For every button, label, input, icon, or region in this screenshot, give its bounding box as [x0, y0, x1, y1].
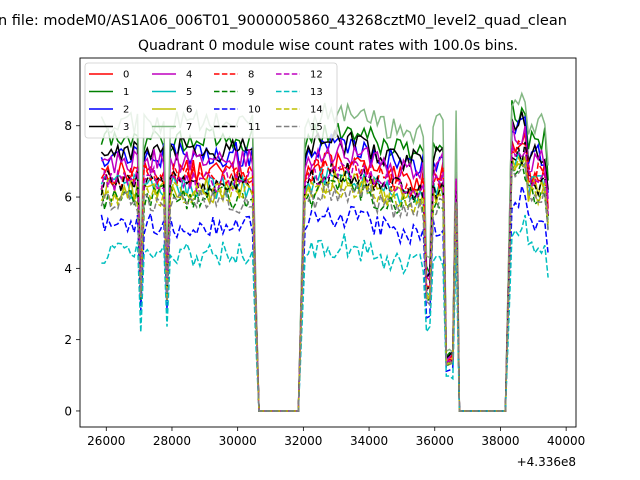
series-line-13	[101, 214, 549, 412]
legend-label-0: 0	[123, 70, 129, 81]
y-axis: 0 2 4 6 8	[64, 119, 80, 418]
y-tick-label: 0	[64, 404, 72, 418]
x-tick-label: 40000	[547, 434, 585, 448]
axes-frame	[79, 57, 577, 428]
legend-label-3: 3	[123, 122, 129, 133]
legend-label-11: 11	[248, 122, 261, 133]
legend-label-5: 5	[186, 87, 192, 98]
legend-label-10: 10	[248, 105, 261, 116]
y-tick-label: 8	[64, 119, 72, 133]
legend-label-9: 9	[248, 87, 254, 98]
legend-label-15: 15	[310, 122, 323, 133]
y-tick-label: 4	[64, 262, 72, 276]
legend-label-8: 8	[248, 70, 254, 81]
legend-label-7: 7	[186, 122, 192, 133]
legend-label-12: 12	[310, 70, 323, 81]
x-axis-offset-label: +4.336e8	[517, 455, 576, 469]
x-tick-label: 38000	[481, 434, 519, 448]
legend-label-13: 13	[310, 87, 323, 98]
y-tick-label: 2	[64, 333, 72, 347]
figure-suptitle: n file: modeM0/AS1A06_006T01_9000005860_…	[0, 13, 567, 29]
x-tick-label: 32000	[284, 434, 322, 448]
legend-box	[84, 62, 338, 139]
x-tick-label: 34000	[350, 434, 388, 448]
series-line-11	[100, 141, 549, 412]
legend-label-14: 14	[310, 105, 323, 116]
x-tick-label: 30000	[219, 434, 257, 448]
legend-label-4: 4	[186, 70, 192, 81]
x-tick-label: 26000	[87, 434, 125, 448]
legend-label-1: 1	[123, 87, 129, 98]
legend-label-6: 6	[186, 105, 192, 116]
series-line-10	[100, 185, 549, 412]
x-axis: 26000 28000 30000 32000 34000 36000 38000 40000	[87, 427, 585, 448]
chart-title: Quadrant 0 module wise count rates with …	[138, 38, 518, 54]
legend-label-2: 2	[123, 105, 129, 116]
x-tick-label: 36000	[416, 434, 454, 448]
series-line-15	[100, 161, 549, 412]
y-tick-label: 6	[64, 191, 72, 205]
x-tick-label: 28000	[153, 434, 191, 448]
